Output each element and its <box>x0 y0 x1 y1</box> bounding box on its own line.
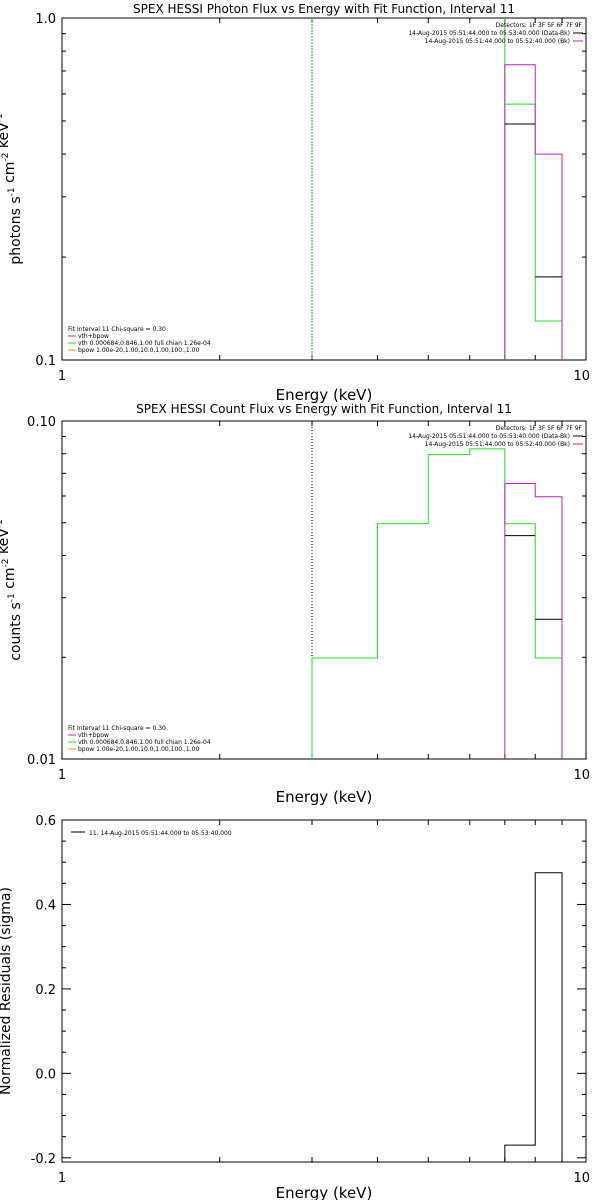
series-model_total <box>504 483 563 759</box>
time-range-label: 14-Aug-2015 05:51:44.000 to 05:52:40.000… <box>425 38 570 45</box>
time-range-label: 14-Aug-2015 05:51:44.000 to 05:53:40.000… <box>408 30 570 37</box>
series-vth <box>311 448 563 759</box>
legend-entry: vth 0.000684,0.846,1.00 full chian 1.26e… <box>78 739 211 746</box>
time-range-label: 14-Aug-2015 05:51:44.000 to 05:52:40.000… <box>425 441 570 448</box>
chart-title: SPEX HESSI Count Flux vs Energy with Fit… <box>136 402 512 416</box>
plot-frame <box>61 420 587 760</box>
legend-entry: bpow 1.00e-20,1.00,10.0,1.00,100.,1.00 <box>78 347 199 354</box>
x-tick-label: 10 <box>573 369 590 384</box>
chart-title: SPEX HESSI Photon Flux vs Energy with Fi… <box>133 2 515 16</box>
y-tick-label: 0.6 <box>35 814 56 829</box>
plot-frame <box>61 17 587 361</box>
legend-entry: Fit Interval 11 Chi-square = 0.30 <box>68 725 166 732</box>
time-range-label: 14-Aug-2015 05:51:44.000 to 05:53:40.000… <box>408 433 570 440</box>
legend-entry: bpow 1.00e-20,1.00,10.0,1.00,100.,1.00 <box>78 746 199 753</box>
y-tick-label: 0.01 <box>27 753 56 768</box>
legend-entry: vth+bpow <box>78 333 109 340</box>
y-tick-label: 0.0 <box>35 1067 56 1082</box>
plot-frame <box>61 819 587 1163</box>
y-tick-label: -0.2 <box>31 1152 56 1167</box>
legend-entry: Fit Interval 11 Chi-square = 0.30 <box>68 326 166 333</box>
y-tick-label: 0.2 <box>35 983 56 998</box>
plot-area <box>311 18 563 360</box>
y-axis-label: photons s-1 cm-2 keV-1 <box>0 113 24 264</box>
detectors-label: Detectors: 1F 3F 5F 6F 7F 9F <box>496 425 583 432</box>
x-axis-label: Energy (keV) <box>276 1184 373 1200</box>
chart-panel-3: 1 10 Energy (keV) -0.2 0.0 0.2 0.4 0.6 Normalize… <box>0 814 590 1200</box>
x-tick-label: 1 <box>58 768 66 783</box>
x-tick-label: 1 <box>58 369 66 384</box>
y-tick-label: 0.10 <box>27 415 56 430</box>
y-tick-label: 1.0 <box>35 12 56 27</box>
x-tick-label: 1 <box>58 1171 66 1186</box>
detectors-label: Detectors: 1F 3F 5F 6F 7F 9F <box>496 22 583 29</box>
legend-entry: 11. 14-Aug-2015 05:51:44.000 to 05:53:40… <box>89 830 232 837</box>
chart-panel-1: 1 10 Energy (keV) 0.1 1.0 photons s-1 cm-2 ke… <box>0 2 590 404</box>
x-axis-label: Energy (keV) <box>276 386 373 404</box>
legend-entry: vth+bpow <box>78 732 109 739</box>
series-model_total <box>504 64 563 360</box>
legend-entry: vth 0.000684,0.846,1.00 full chian 1.26e… <box>78 340 211 347</box>
y-axis-label: counts s-1 cm-2 keV-1 <box>0 519 24 661</box>
series-vth <box>504 103 563 360</box>
x-tick-label: 10 <box>573 768 590 783</box>
plot-area <box>311 421 563 759</box>
series-residual <box>504 872 563 1162</box>
x-tick-label: 10 <box>573 1171 590 1186</box>
chart-panel-2: 1 10 Energy (keV) 0.01 0.10 counts s-1 cm-2 k… <box>0 402 590 806</box>
x-axis-label: Energy (keV) <box>276 788 373 806</box>
y-axis-label: Normalized Residuals (sigma) <box>0 887 14 1095</box>
plot-area <box>504 872 563 1162</box>
y-tick-label: 0.1 <box>35 354 56 369</box>
y-tick-label: 0.4 <box>35 898 56 913</box>
